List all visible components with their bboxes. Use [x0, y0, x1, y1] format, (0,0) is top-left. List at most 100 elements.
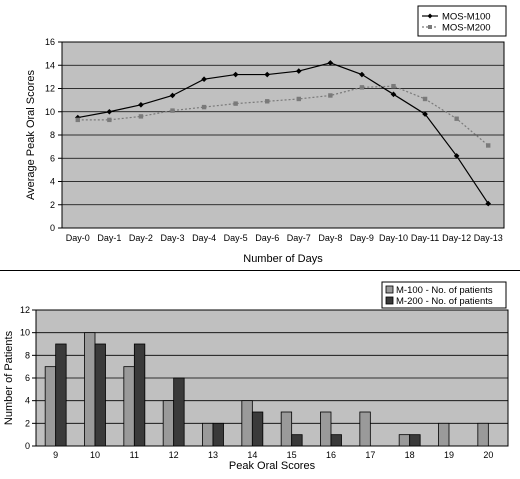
bar [477, 422, 489, 447]
x-tick-label: 20 [483, 450, 493, 460]
x-tick-label: Day-5 [224, 233, 248, 243]
x-tick-label: 12 [169, 450, 179, 460]
y-tick-label: 8 [50, 130, 55, 140]
data-point [75, 117, 80, 123]
bar [212, 422, 224, 447]
data-point [328, 93, 333, 98]
legend-marker [427, 13, 433, 19]
bar [241, 400, 253, 447]
x-tick-label: Day-6 [255, 233, 279, 243]
y-tick-label: 12 [45, 84, 55, 94]
bar [359, 411, 371, 447]
bar [320, 411, 332, 447]
x-tick-label: Day-8 [318, 233, 342, 243]
legend-label: MOS-M200 [442, 23, 491, 34]
y-tick-label: 2 [25, 418, 30, 428]
x-tick-label: 13 [208, 450, 218, 460]
x-tick-label: Day-10 [379, 233, 408, 243]
data-point [390, 91, 397, 98]
series-line-mos-m100 [77, 62, 489, 204]
data-point [327, 60, 334, 66]
data-point [486, 143, 491, 148]
series-line-mos-m200 [77, 85, 489, 146]
y-tick-label: 6 [50, 153, 55, 163]
data-point [454, 116, 459, 121]
data-point [106, 108, 113, 115]
x-tick-label: 15 [287, 450, 297, 460]
y-tick-label: 4 [25, 396, 30, 406]
x-tick-label: 16 [326, 450, 336, 460]
y-tick-label: 14 [45, 60, 55, 70]
y-tick-label: 16 [45, 37, 55, 47]
data-point [264, 71, 271, 78]
bar-chart: 0 2 4 6 8 10 12 9 10 11 12 13 14 15 16 17 18 19 20 Peak Ora… [3, 281, 509, 472]
x-tick-label: Day-11 [411, 233, 439, 243]
data-point [201, 104, 207, 110]
y-axis-title: Average Peak Oral Scores [25, 69, 37, 200]
legend-swatch [385, 285, 394, 294]
bar [202, 422, 214, 447]
x-tick-label: Day-2 [129, 233, 153, 243]
y-tick-label: 0 [50, 223, 55, 233]
bar [409, 434, 421, 447]
x-tick-label: 14 [247, 450, 257, 460]
legend-label: MOS-M100 [442, 12, 491, 23]
y-tick-label: 10 [45, 107, 55, 117]
data-point [201, 76, 207, 82]
x-tick-label: Day-13 [474, 233, 503, 243]
line-chart-panel: 0 2 4 6 8 10 12 14 16 Day-0 Day-1 Day-2 Day-3 Day-4 Da… [25, 5, 507, 265]
x-tick-label: 18 [405, 450, 415, 460]
bar [330, 434, 342, 447]
bar [173, 377, 185, 447]
y-tick-label: 6 [25, 373, 30, 383]
data-point [169, 92, 176, 99]
bar [133, 343, 146, 447]
y-tick-label: 10 [20, 328, 30, 338]
data-point [295, 68, 302, 74]
bar [44, 366, 57, 447]
bar [84, 332, 96, 447]
data-point [233, 101, 238, 106]
legend-label: M-100 - No. of patients [396, 285, 493, 296]
data-point [422, 96, 428, 102]
x-tick-label: 9 [53, 450, 58, 460]
y-tick-label: 8 [25, 350, 30, 360]
data-point [107, 117, 112, 123]
x-tick-label: 19 [444, 450, 454, 460]
data-point [485, 200, 492, 207]
bar [123, 366, 135, 447]
data-point [359, 85, 365, 90]
x-tick-label: Day-7 [287, 233, 311, 243]
data-point [138, 114, 144, 119]
bar [280, 411, 293, 447]
bar [291, 434, 303, 447]
x-tick-label: Day-1 [97, 233, 121, 243]
legend-swatch [385, 296, 394, 305]
y-tick-label: 4 [50, 177, 55, 187]
line-chart: 0 2 4 6 8 10 12 14 16 Day-0 Day-1 Day-2 Day-3 Day-4 Da… [25, 5, 507, 265]
bar-chart-panel: 0 2 4 6 8 10 12 9 10 11 12 13 14 15 16 17 18 19 20 Peak Ora… [0, 275, 520, 474]
x-tick-label: Day-3 [160, 233, 184, 243]
bar [438, 422, 450, 447]
x-tick-label: Day-9 [350, 233, 374, 243]
x-tick-label: 10 [90, 450, 100, 460]
legend-label: M-200 - No. of patients [396, 296, 493, 307]
y-axis-title: Number of Patients [3, 330, 15, 425]
data-point [359, 71, 365, 78]
bar [55, 343, 67, 447]
x-tick-label: Day-4 [192, 233, 216, 243]
x-tick-label: Day-0 [66, 233, 90, 243]
data-point [138, 101, 144, 108]
data-point [232, 71, 239, 78]
x-axis-title: Peak Oral Scores [229, 460, 316, 472]
y-tick-label: 12 [20, 305, 30, 315]
data-point [170, 108, 175, 113]
legend-box [381, 281, 507, 309]
bar [251, 411, 264, 447]
data-point [296, 96, 301, 102]
legend-box [417, 5, 507, 37]
x-tick-label: Day-12 [442, 233, 471, 243]
x-tick-label: 11 [130, 450, 139, 460]
data-point [265, 99, 270, 104]
bar [94, 343, 106, 447]
